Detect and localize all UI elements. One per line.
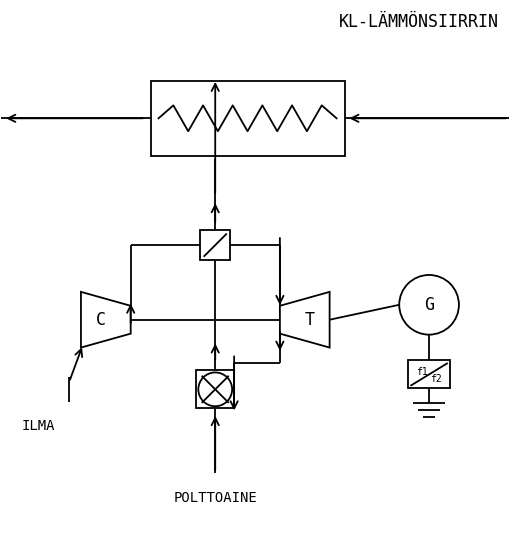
Text: T: T (305, 311, 315, 329)
Text: ILMA: ILMA (21, 419, 55, 433)
Bar (408, 361, 450, 389)
Text: C: C (96, 311, 106, 329)
Bar (150, 81, 345, 155)
Text: KL-LÄMMÖNSIIRRIN: KL-LÄMMÖNSIIRRIN (339, 13, 499, 32)
Text: G: G (424, 296, 434, 314)
Text: POLTTOAINE: POLTTOAINE (174, 491, 257, 505)
Bar (200, 230, 230, 260)
Bar (196, 370, 234, 408)
Text: f1: f1 (416, 368, 428, 377)
Text: f2: f2 (430, 374, 442, 384)
